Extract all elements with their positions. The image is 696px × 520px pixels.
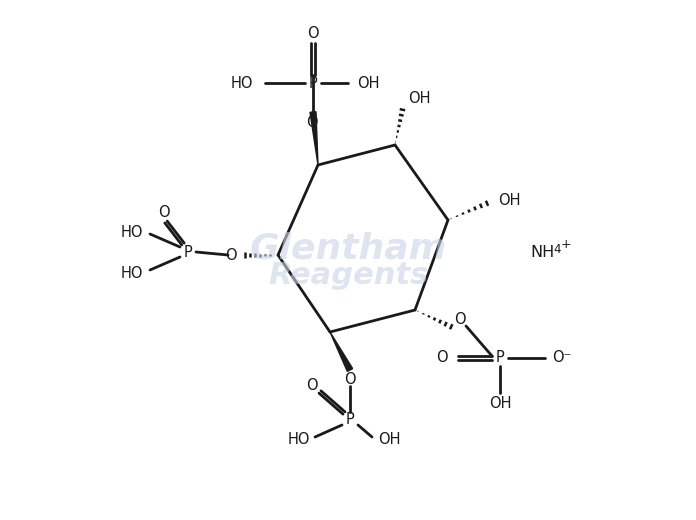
Text: OH: OH — [378, 433, 400, 448]
Text: P: P — [308, 75, 317, 90]
Text: +: + — [561, 238, 571, 251]
Text: OH: OH — [498, 192, 521, 207]
Text: P: P — [184, 244, 192, 259]
Text: O: O — [454, 313, 466, 328]
Text: P: P — [346, 412, 354, 427]
Text: O: O — [306, 378, 318, 393]
Text: O⁻: O⁻ — [552, 349, 571, 365]
Polygon shape — [330, 332, 353, 371]
Text: Glentham: Glentham — [249, 231, 447, 265]
Text: HO: HO — [287, 433, 310, 448]
Text: O: O — [226, 248, 237, 263]
Text: NH: NH — [530, 244, 554, 259]
Text: O: O — [436, 350, 448, 366]
Text: O: O — [306, 114, 318, 129]
Text: HO: HO — [120, 225, 143, 240]
Text: O: O — [158, 204, 170, 219]
Text: OH: OH — [489, 396, 512, 411]
Text: HO: HO — [230, 75, 253, 90]
Polygon shape — [310, 112, 318, 165]
Text: OH: OH — [408, 90, 431, 106]
Text: P: P — [496, 350, 505, 366]
Text: 4: 4 — [553, 242, 560, 255]
Text: HO: HO — [120, 266, 143, 281]
Text: Reagents: Reagents — [268, 261, 428, 290]
Text: O: O — [345, 372, 356, 387]
Text: OH: OH — [357, 75, 379, 90]
Text: O: O — [307, 25, 319, 41]
